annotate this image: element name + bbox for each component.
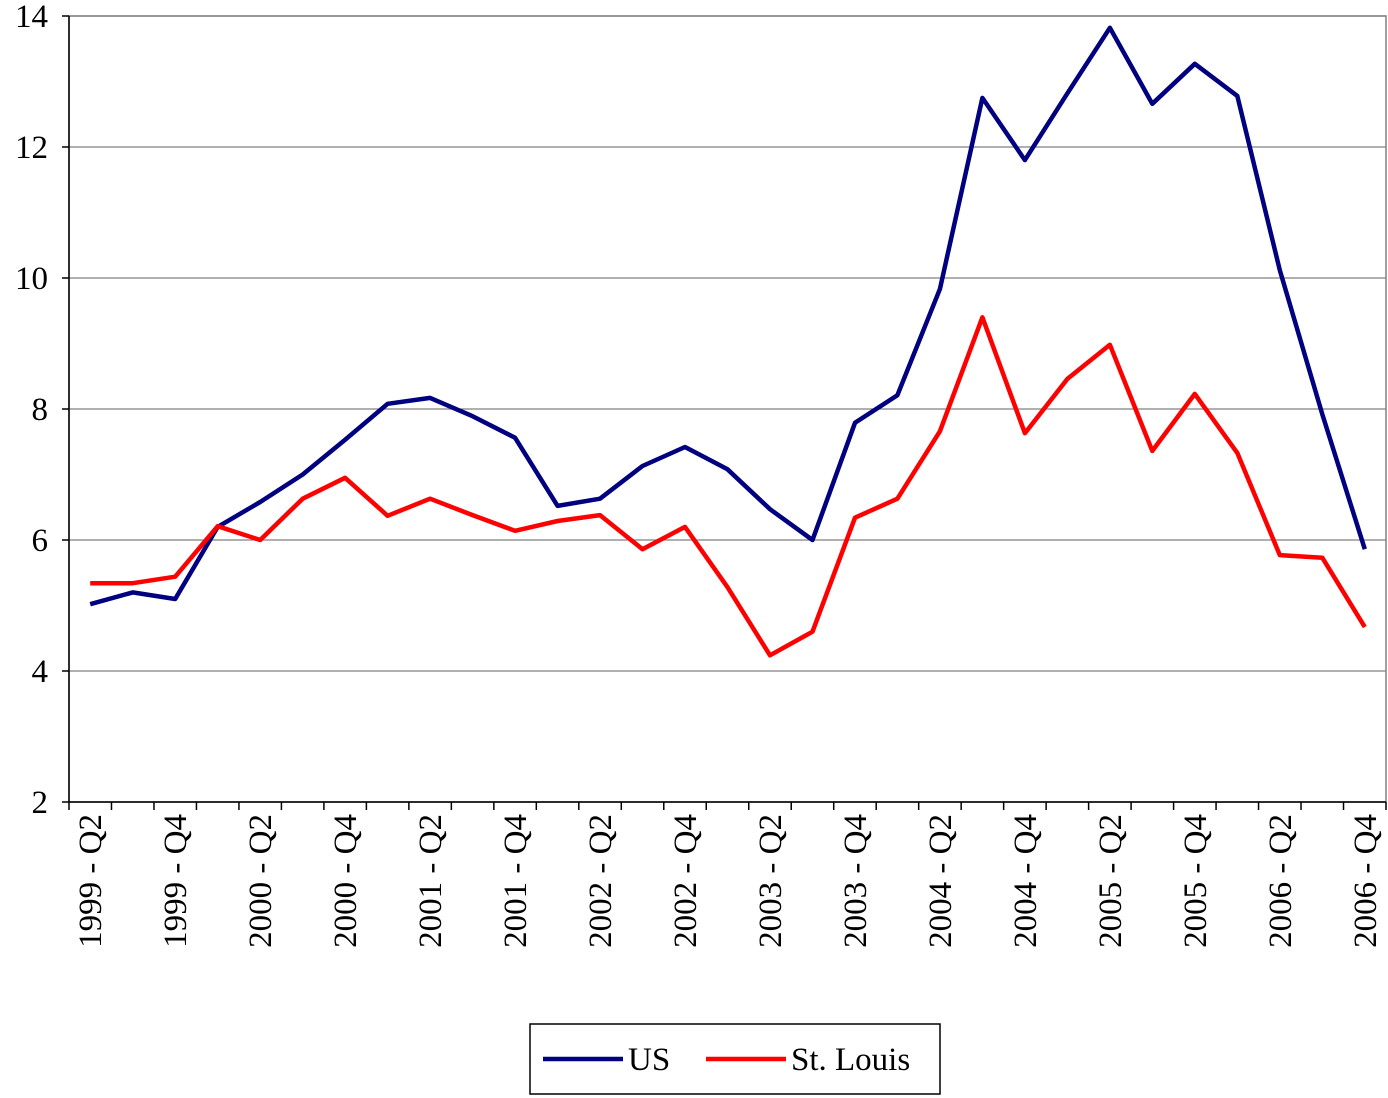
y-tick-label: 12 [15,130,48,166]
x-tick-label: 2005 - Q2 [1093,814,1129,948]
legend-label: St. Louis [791,1042,910,1078]
y-tick-label: 10 [15,261,48,297]
x-tick-label: 2006 - Q2 [1263,814,1299,948]
series-line [90,315,1367,658]
x-tick-label: 2000 - Q2 [243,814,279,948]
legend-label: US [628,1042,670,1078]
x-tick-label: 2002 - Q4 [668,814,704,948]
y-tick-label: 14 [15,0,48,35]
x-tick-label: 2006 - Q4 [1348,814,1384,948]
x-tick-label: 2001 - Q4 [498,814,534,948]
y-tick-label: 8 [32,392,49,428]
y-tick-label: 4 [32,654,49,690]
x-tick-label: 2004 - Q2 [923,814,959,948]
x-tick-label: 2003 - Q2 [753,814,789,948]
x-tick-label: 1999 - Q4 [158,814,194,948]
x-tick-label: 1999 - Q2 [73,814,109,948]
y-tick-label: 6 [32,523,49,559]
x-tick-label: 2001 - Q2 [413,814,449,948]
series-line [89,25,1367,607]
y-tick-label: 2 [32,785,49,821]
x-tick-label: 2000 - Q4 [328,814,364,948]
x-tick-label: 2002 - Q2 [583,814,619,948]
x-tick-label: 2005 - Q4 [1178,814,1214,948]
x-tick-label: 2003 - Q4 [838,814,874,948]
x-tick-label: 2004 - Q4 [1008,814,1044,948]
